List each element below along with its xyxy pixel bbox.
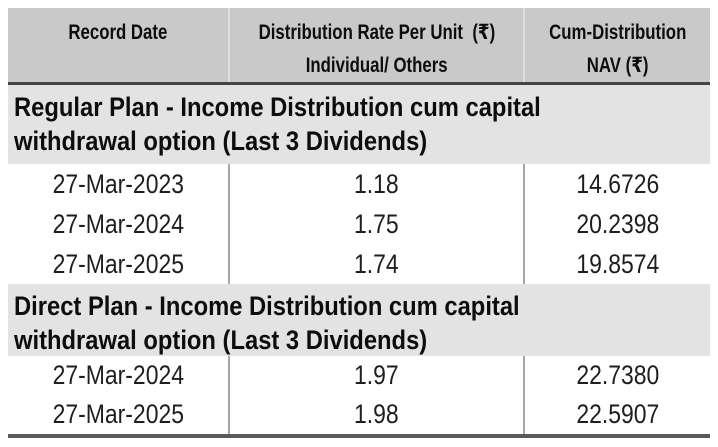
regular-plan-title-line2: withdrawal option (Last 3 Dividends) (14, 126, 428, 156)
section-header-regular-plan: Regular Plan - Income Distribution cum c… (8, 85, 710, 164)
rate-cell: 1.74 (230, 244, 525, 284)
header-cum-nav-line2: NAV (₹) (586, 54, 649, 77)
direct-plan-title-line1: Direct Plan - Income Distribution cum ca… (14, 291, 520, 321)
direct-plan-title-line2: withdrawal option (Last 3 Dividends) (14, 325, 428, 355)
header-record-date-label: Record Date (68, 21, 168, 44)
header-record-date: Record Date (8, 8, 230, 82)
header-distribution-rate: Distribution Rate Per Unit (₹) Individua… (230, 8, 525, 82)
dividend-history-table: Record Date Distribution Rate Per Unit (… (8, 8, 710, 438)
header-cum-distribution-nav: Cum-Distribution NAV (₹) (525, 8, 710, 82)
table-row: 27-Mar-2025 1.98 22.5907 (8, 395, 710, 434)
header-distribution-rate-line2: Individual/ Others (305, 54, 448, 77)
rate-cell: 1.97 (230, 356, 525, 395)
rate-cell: 1.98 (230, 395, 525, 434)
table-row: 27-Mar-2024 1.75 20.2398 (8, 204, 710, 244)
header-cum-nav-line1: Cum-Distribution (548, 21, 687, 44)
rate-cell: 1.75 (230, 204, 525, 244)
nav-cell: 20.2398 (576, 208, 659, 239)
table-row: 27-Mar-2025 1.74 19.8574 (8, 244, 710, 284)
table-row: 27-Mar-2024 1.97 22.7380 (8, 356, 710, 395)
record-date-cell: 27-Mar-2025 (8, 244, 230, 284)
table-header-row: Record Date Distribution Rate Per Unit (… (8, 8, 710, 85)
header-distribution-rate-line1: Distribution Rate Per Unit (₹) (258, 21, 495, 44)
section-header-direct-plan: Direct Plan - Income Distribution cum ca… (8, 284, 710, 356)
record-date-cell: 27-Mar-2024 (8, 356, 230, 395)
record-date-cell: 27-Mar-2023 (8, 164, 230, 204)
nav-cell: 22.5907 (576, 399, 659, 429)
nav-cell: 19.8574 (576, 248, 659, 279)
nav-cell: 22.7380 (576, 360, 659, 390)
record-date-cell: 27-Mar-2025 (8, 395, 230, 434)
rate-cell: 1.18 (230, 164, 525, 204)
table-row: 27-Mar-2023 1.18 14.6726 (8, 164, 710, 204)
record-date-cell: 27-Mar-2024 (8, 204, 230, 244)
regular-plan-title-line1: Regular Plan - Income Distribution cum c… (14, 92, 541, 122)
nav-cell: 14.6726 (576, 168, 659, 199)
